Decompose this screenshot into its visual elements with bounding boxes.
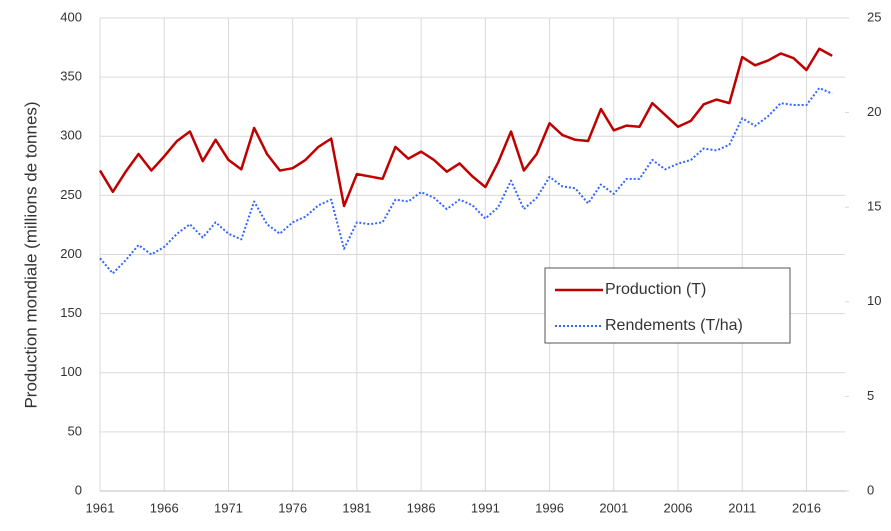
y2-tick-label: 25 — [867, 9, 881, 24]
x-tick-label: 1996 — [535, 500, 564, 515]
y-tick-label: 350 — [60, 69, 82, 84]
y-tick-label: 50 — [68, 423, 82, 438]
y-tick-label: 250 — [60, 187, 82, 202]
line-series — [98, 47, 833, 208]
y-tick-label: 150 — [60, 305, 82, 320]
legend-label: Production (T) — [605, 281, 706, 298]
y2-tick-label: 15 — [867, 199, 881, 214]
y2-tick-label: 0 — [867, 482, 874, 497]
x-tick-label: 1986 — [407, 500, 436, 515]
x-tick-label: 1966 — [150, 500, 179, 515]
x-tick-label: 2001 — [599, 500, 628, 515]
legend-label: Rendements (T/ha) — [605, 317, 743, 334]
y-tick-label: 200 — [60, 246, 82, 261]
legend-box — [544, 267, 791, 344]
y-tick-label: 400 — [60, 9, 82, 24]
x-tick-label: 1971 — [214, 500, 243, 515]
y2-tick-label: 20 — [867, 104, 881, 119]
y2-tick-label: 10 — [867, 293, 881, 308]
x-tick-label: 1991 — [471, 500, 500, 515]
x-tick-label: 1976 — [278, 500, 307, 515]
y-tick-label: 300 — [60, 128, 82, 143]
y-axis-label: Production mondiale (millions de tonnes) — [21, 101, 40, 408]
x-tick-label: 2011 — [728, 500, 756, 515]
x-tick-label: 2016 — [792, 500, 821, 515]
y-tick-label: 0 — [75, 482, 82, 497]
x-tick-label: 1981 — [342, 500, 371, 515]
x-tick-label: 2006 — [664, 500, 693, 515]
line-series — [99, 87, 833, 275]
y2-tick-label: 5 — [867, 388, 874, 403]
y-tick-label: 100 — [60, 364, 82, 379]
x-tick-label: 1961 — [86, 500, 115, 515]
